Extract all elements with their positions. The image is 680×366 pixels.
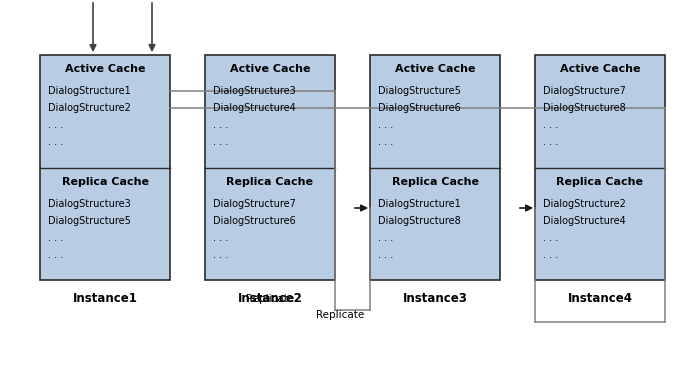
Text: . . .: . . . — [378, 120, 393, 130]
Text: DialogStructure3: DialogStructure3 — [213, 86, 296, 96]
Text: . . .: . . . — [48, 120, 63, 130]
Text: . . .: . . . — [378, 250, 393, 260]
Text: Replica Cache: Replica Cache — [392, 177, 479, 187]
Text: . . .: . . . — [48, 250, 63, 260]
Text: DialogStructure3: DialogStructure3 — [48, 199, 131, 209]
Text: DialogStructure2: DialogStructure2 — [543, 199, 626, 209]
Text: DialogStructure6: DialogStructure6 — [213, 216, 296, 226]
Bar — [40, 55, 170, 280]
Text: DialogStructure2: DialogStructure2 — [48, 103, 131, 113]
Text: DialogStructure1: DialogStructure1 — [378, 199, 461, 209]
Text: . . .: . . . — [378, 137, 393, 147]
Text: DialogStructure8: DialogStructure8 — [543, 103, 626, 113]
Text: . . .: . . . — [543, 233, 558, 243]
Text: . . .: . . . — [378, 233, 393, 243]
Text: Instance2: Instance2 — [237, 291, 303, 305]
Text: Instance4: Instance4 — [568, 291, 632, 305]
Text: . . .: . . . — [213, 233, 228, 243]
Text: Active Cache: Active Cache — [65, 64, 146, 74]
Text: DialogStructure8: DialogStructure8 — [378, 216, 461, 226]
Text: Active Cache: Active Cache — [560, 64, 641, 74]
Text: DialogStructure5: DialogStructure5 — [378, 86, 461, 96]
Text: . . .: . . . — [213, 137, 228, 147]
Text: . . .: . . . — [48, 137, 63, 147]
Text: . . .: . . . — [543, 137, 558, 147]
Text: Active Cache: Active Cache — [230, 64, 310, 74]
Text: DialogStructure1: DialogStructure1 — [48, 86, 131, 96]
Text: Instance1: Instance1 — [73, 291, 137, 305]
Text: Instance3: Instance3 — [403, 291, 467, 305]
Text: . . .: . . . — [213, 120, 228, 130]
Text: DialogStructure4: DialogStructure4 — [213, 103, 296, 113]
Text: . . .: . . . — [543, 250, 558, 260]
Text: . . .: . . . — [48, 233, 63, 243]
Bar — [205, 55, 335, 280]
Bar — [535, 55, 665, 280]
Text: Replicate: Replicate — [246, 294, 294, 304]
Text: DialogStructure7: DialogStructure7 — [213, 199, 296, 209]
Text: Replica Cache: Replica Cache — [61, 177, 148, 187]
Text: DialogStructure6: DialogStructure6 — [378, 103, 461, 113]
Text: Replica Cache: Replica Cache — [556, 177, 643, 187]
Text: Replica Cache: Replica Cache — [226, 177, 313, 187]
Text: DialogStructure7: DialogStructure7 — [543, 86, 626, 96]
Text: DialogStructure4: DialogStructure4 — [543, 216, 626, 226]
Text: Active Cache: Active Cache — [395, 64, 475, 74]
Text: . . .: . . . — [213, 250, 228, 260]
Text: . . .: . . . — [543, 120, 558, 130]
Text: DialogStructure5: DialogStructure5 — [48, 216, 131, 226]
Text: Replicate: Replicate — [316, 310, 364, 320]
Bar — [370, 55, 500, 280]
